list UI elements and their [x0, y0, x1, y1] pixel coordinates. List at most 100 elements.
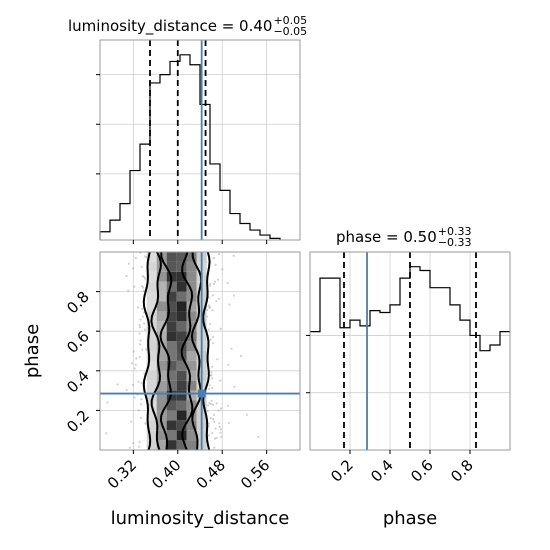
ld-histogram — [99, 54, 281, 240]
scatter-point — [140, 381, 143, 385]
density-cell — [156, 400, 167, 411]
scatter-point — [211, 365, 214, 368]
scatter-point — [219, 407, 222, 410]
scatter-point — [144, 422, 147, 425]
density-cell — [166, 400, 177, 411]
scatter-point — [138, 323, 141, 327]
scatter-point — [207, 328, 210, 331]
scatter-point — [209, 417, 212, 420]
density-cell — [176, 410, 187, 421]
ld-title-minus: −0.05 — [273, 25, 307, 38]
contour-outer-right — [202, 252, 211, 450]
density-cell — [176, 331, 187, 342]
scatter-point — [211, 403, 214, 406]
scatter-point — [141, 275, 144, 278]
density-cell — [166, 252, 177, 262]
scatter-point — [213, 280, 217, 283]
scatter-point — [216, 278, 220, 281]
scatter-point — [219, 379, 222, 382]
phase-title-plus: +0.33 — [438, 225, 472, 238]
2d-xtick-label-0: 0.32 — [104, 456, 140, 492]
scatter-point — [135, 357, 138, 360]
scatter-point — [132, 350, 135, 353]
scatter-point — [214, 263, 217, 266]
scatter-point — [216, 358, 219, 361]
ld-title: luminosity_distance = 0.40 — [68, 17, 272, 36]
density-cell — [156, 430, 167, 441]
density-cell — [156, 281, 167, 292]
scatter-point — [218, 253, 221, 256]
density-cell — [166, 370, 177, 381]
density-cell — [176, 291, 187, 302]
density-cell — [166, 291, 177, 302]
scatter-point — [211, 386, 214, 389]
scatter-point — [127, 262, 130, 265]
scatter-point — [116, 383, 119, 386]
scatter-point — [209, 338, 212, 341]
scatter-point — [209, 282, 212, 285]
phase-title-text: phase = 0.50 — [336, 228, 437, 246]
scatter-point — [127, 289, 130, 292]
density-cell — [186, 301, 197, 312]
scatter-point — [218, 422, 221, 425]
panel-2d: 0.32 0.40 0.48 0.56 0.2 0.4 0.6 0.8 — [63, 251, 301, 492]
density-cell — [176, 390, 187, 401]
scatter-point — [214, 427, 217, 430]
scatter-point — [213, 420, 216, 423]
scatter-point — [141, 307, 144, 310]
scatter-point — [227, 421, 230, 424]
scatter-point — [139, 416, 142, 420]
density-cell — [186, 440, 197, 450]
density-cell — [186, 281, 197, 292]
scatter-point — [211, 377, 214, 380]
scatter-point — [142, 289, 145, 292]
ld-title-text: luminosity_distance = 0.40 — [68, 17, 272, 36]
scatter-point — [134, 363, 137, 366]
scatter-point — [132, 442, 135, 445]
density-cell — [146, 351, 157, 361]
scatter-point — [219, 327, 222, 330]
density-cell — [176, 370, 187, 381]
scatter-point — [208, 402, 211, 405]
scatter-point — [221, 268, 224, 271]
density-cell — [156, 351, 167, 361]
2d-xtick-label-1: 0.40 — [148, 456, 184, 492]
scatter-point — [215, 300, 218, 303]
scatter-point — [217, 297, 221, 300]
density-cell — [176, 360, 187, 371]
density-cell — [146, 390, 157, 401]
scatter-point — [130, 362, 133, 365]
density-cell — [166, 410, 177, 421]
phase-xtick-label-0: 0.2 — [327, 456, 357, 486]
density-cell — [146, 360, 157, 371]
scatter-point — [209, 323, 212, 326]
scatter-point — [208, 384, 211, 387]
density-cell — [166, 440, 177, 450]
scatter-point — [219, 431, 222, 434]
scatter-point — [138, 440, 141, 443]
ld-title-plus: +0.05 — [273, 14, 307, 27]
scatter-point — [133, 396, 136, 399]
scatter-point — [227, 363, 230, 367]
2d-ytick-label-0: 0.2 — [63, 407, 93, 437]
scatter-point — [125, 274, 128, 278]
density-cell — [146, 291, 157, 302]
density-cell — [146, 420, 157, 431]
phase-title-minus: −0.33 — [438, 236, 472, 249]
scatter-point — [136, 306, 139, 309]
scatter-point — [207, 434, 210, 437]
scatter-point — [228, 303, 231, 306]
2d-ytick-label-1: 0.4 — [63, 367, 93, 397]
panel-phase-hist: 0.2 0.4 0.6 0.8 phase = 0.50 +0.33 −0.33 — [306, 225, 511, 486]
density-cell — [156, 321, 167, 332]
phase-hist-frame — [309, 251, 511, 451]
scatter-point — [257, 435, 260, 439]
scatter-point — [141, 348, 144, 351]
density-cell — [146, 380, 157, 391]
phase-xtick-label-3: 0.8 — [447, 456, 477, 486]
scatter-point — [213, 446, 216, 449]
contour-inner-right — [180, 252, 194, 450]
density-cell — [166, 311, 177, 322]
density-cell — [146, 331, 157, 342]
